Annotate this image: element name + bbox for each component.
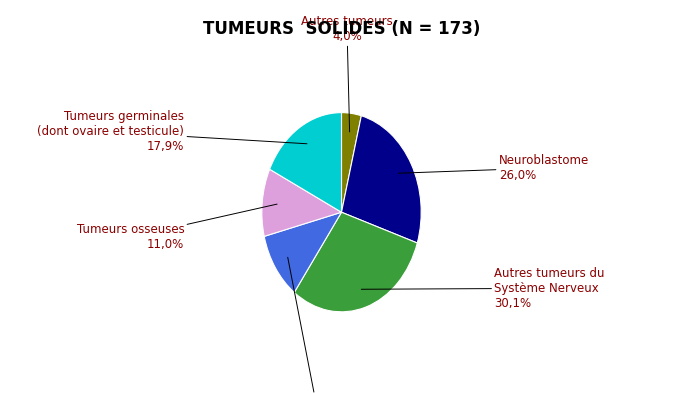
Wedge shape xyxy=(294,212,417,312)
Text: Autres tumeurs du
Système Nerveux
30,1%: Autres tumeurs du Système Nerveux 30,1% xyxy=(361,267,604,310)
Wedge shape xyxy=(270,113,342,212)
Text: Neuroblastome
26,0%: Neuroblastome 26,0% xyxy=(398,154,589,182)
Wedge shape xyxy=(342,116,421,243)
Text: TUMEURS  SOLIDES (N = 173): TUMEURS SOLIDES (N = 173) xyxy=(203,20,480,38)
Text: Tumeurs osseuses
11,0%: Tumeurs osseuses 11,0% xyxy=(76,204,277,251)
Text: Tumeurs du sein
11,0%: Tumeurs du sein 11,0% xyxy=(268,257,365,393)
Text: Autres tumeurs
4,0%: Autres tumeurs 4,0% xyxy=(301,15,393,132)
Wedge shape xyxy=(342,113,361,212)
Wedge shape xyxy=(264,212,342,292)
Wedge shape xyxy=(262,169,342,236)
Text: Tumeurs germinales
(dont ovaire et testicule)
17,9%: Tumeurs germinales (dont ovaire et testi… xyxy=(38,110,307,154)
